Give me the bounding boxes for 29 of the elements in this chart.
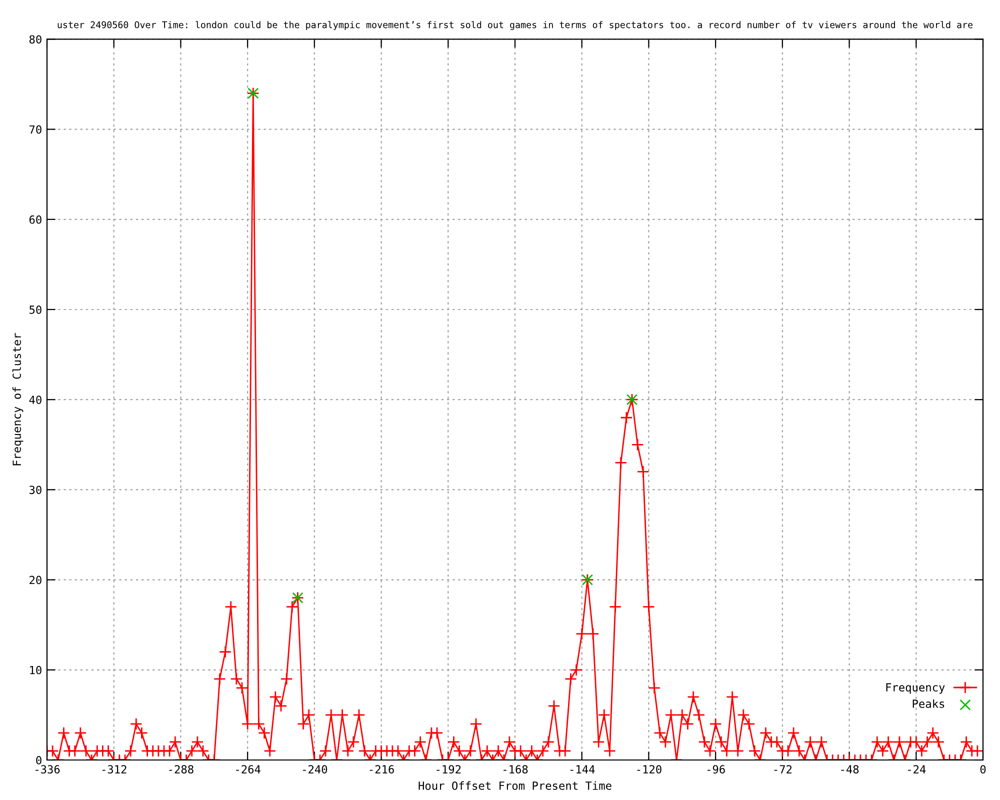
x-tick-label: -336 [36,765,60,774]
y-axis-title: Frequency of Cluster [12,333,24,466]
x-tick-label: -168 [504,765,528,774]
legend-label: Peaks [912,699,944,708]
x-tick-label: -144 [570,765,595,774]
y-tick-label: 30 [30,486,42,494]
x-tick-label: 0 [980,765,986,774]
x-tick-label: -216 [370,765,394,774]
x-tick-label: -288 [169,765,194,774]
y-tick-label: 10 [30,666,42,674]
chart-title: uster 2490560 Over Time: london could be the paralympic movement’s first sold out games in terms of spectators too. a record number of tv viewers around the world are [58,21,973,30]
x-tick-label: -240 [302,765,328,774]
y-tick-label: 0 [36,756,42,764]
x-tick-label: -96 [707,765,725,774]
y-tick-label: 80 [29,35,42,44]
y-tick-label: 70 [30,125,42,134]
y-tick-label: 50 [30,306,42,314]
x-tick-label: -192 [436,765,461,774]
y-tick-label: 60 [29,215,42,224]
x-tick-label: -24 [908,765,926,774]
x-tick-label: -72 [774,765,792,774]
x-tick-label: -264 [236,765,260,774]
legend-label: Frequency [886,683,945,694]
y-tick-label: 20 [30,576,42,584]
x-axis-title: Hour Offset From Present Time [418,781,612,790]
x-tick-label: -48 [841,765,859,774]
x-tick-label: -120 [637,765,662,774]
x-tick-label: -312 [102,765,126,774]
y-tick-label: 40 [29,396,42,404]
